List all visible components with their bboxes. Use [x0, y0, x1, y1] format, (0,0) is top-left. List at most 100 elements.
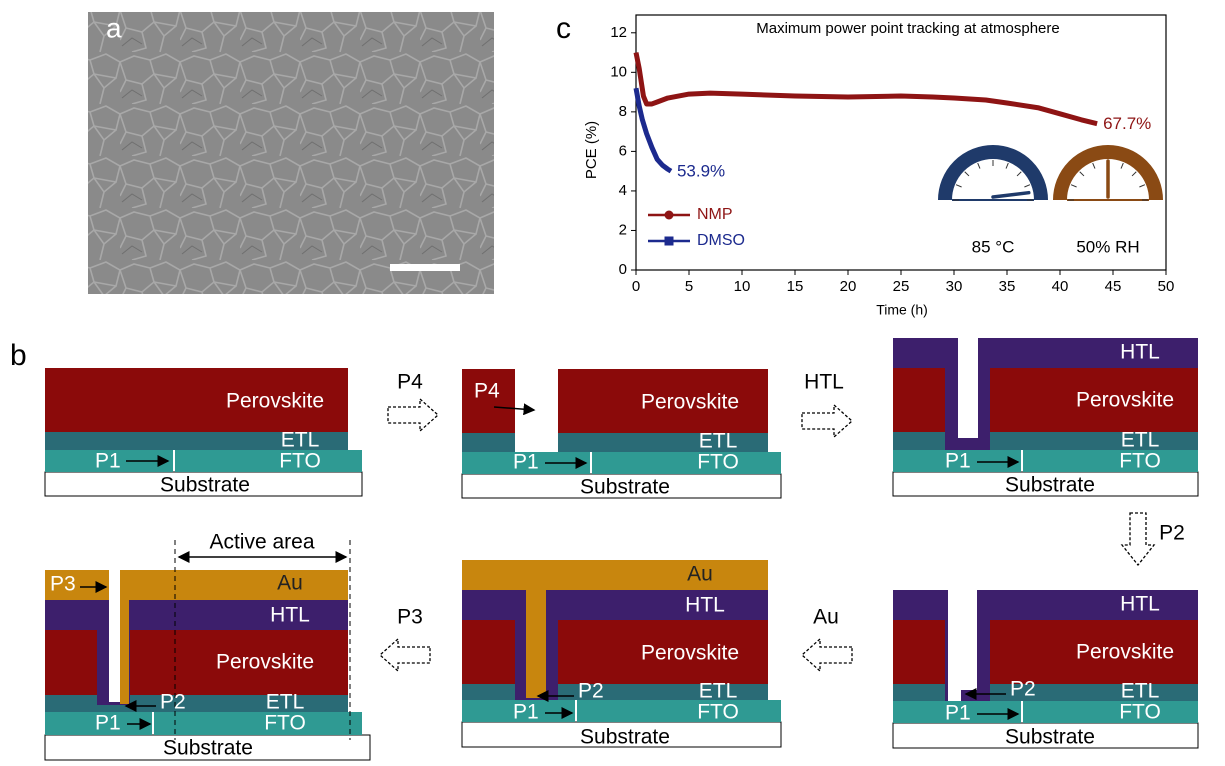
- gauge-tick: [1139, 185, 1145, 187]
- gauge-tick: [1080, 172, 1084, 176]
- process-arrow: [1122, 513, 1154, 565]
- x-tick-label: 0: [632, 278, 640, 295]
- layer-label: HTL: [1120, 341, 1160, 364]
- device-step: Au HTL Perovskite ETL FTO P1 P2 Substrat…: [462, 560, 781, 749]
- process-arrow: [802, 639, 852, 671]
- etl: [462, 433, 515, 452]
- y-tick-label: 6: [619, 142, 627, 159]
- panel-label: a: [106, 12, 122, 43]
- layer-label: Au: [277, 572, 303, 595]
- gauge-tick: [1121, 163, 1123, 169]
- device-step: HTL Perovskite ETL FTO P1 P2 Substrate: [893, 590, 1198, 749]
- device-step: HTL Perovskite ETL FTO P1 Substrate: [893, 338, 1198, 497]
- annotation: 67.7%: [1103, 114, 1151, 133]
- gauge-tick: [956, 185, 962, 187]
- process-arrow: [380, 639, 430, 671]
- x-tick-label: 40: [1052, 278, 1069, 295]
- x-tick-label: 5: [685, 278, 693, 295]
- layer-label: FTO: [264, 712, 306, 735]
- trench: [958, 338, 978, 438]
- x-tick-label: 35: [999, 278, 1016, 295]
- legend-marker: [665, 211, 674, 220]
- panel-label: b: [10, 339, 27, 372]
- x-tick-label: 25: [893, 278, 910, 295]
- layer-label: Substrate: [163, 737, 253, 760]
- fto: [154, 712, 362, 735]
- gauge-tick: [1132, 172, 1136, 176]
- layer-label: Perovskite: [641, 391, 739, 414]
- y-tick-label: 4: [619, 182, 627, 199]
- scribe-label: P1: [95, 450, 121, 473]
- scribe-label: P1: [513, 451, 539, 474]
- scribe-label: P2: [578, 680, 604, 703]
- process-label: P2: [1159, 522, 1185, 545]
- layer-label: ETL: [281, 429, 320, 452]
- sem-image: a: [88, 12, 494, 294]
- layer-label: FTO: [279, 450, 321, 473]
- gauge-needle: [993, 193, 1029, 197]
- scribe-label: P3: [50, 573, 76, 596]
- layer-label: Substrate: [1005, 726, 1095, 749]
- layer-label: Au: [687, 563, 713, 586]
- layer-label: ETL: [1121, 429, 1160, 452]
- gauge-tick: [1017, 172, 1021, 176]
- layer-label: Substrate: [580, 476, 670, 499]
- x-tick-label: 20: [840, 278, 857, 295]
- au: [462, 560, 768, 590]
- layer-label: ETL: [266, 691, 305, 714]
- annotation: Active area: [209, 531, 314, 554]
- x-tick-label: 10: [734, 278, 751, 295]
- scribe-label: P1: [513, 701, 539, 724]
- layer-label: FTO: [1119, 701, 1161, 724]
- gauge-tick: [1006, 163, 1008, 169]
- x-tick-label: 50: [1158, 278, 1175, 295]
- legend-marker: [665, 237, 674, 246]
- data-line: [636, 53, 1097, 124]
- gauge-tick: [965, 172, 969, 176]
- x-axis-label: Time (h): [876, 302, 928, 318]
- y-tick-label: 10: [610, 63, 627, 80]
- x-tick-label: 15: [787, 278, 804, 295]
- fto: [1023, 701, 1198, 723]
- process-label: Au: [813, 606, 839, 629]
- fto: [1023, 450, 1198, 472]
- gauge-tick: [1024, 185, 1030, 187]
- chart-title: Maximum power point tracking at atmosphe…: [756, 20, 1059, 37]
- layer-label: ETL: [1121, 680, 1160, 703]
- layer-label: Perovskite: [641, 642, 739, 665]
- annotation: 53.9%: [677, 162, 725, 181]
- au: [526, 560, 546, 698]
- legend-label: DMSO: [697, 232, 745, 249]
- layer-label: Substrate: [580, 726, 670, 749]
- device-step: Active area Au P3 HTL Perovskite ETL FTO…: [45, 531, 370, 760]
- figure: a b Perovskite ETL FTO P1 Substrate P4 P…: [0, 0, 1225, 761]
- scribe-label: P1: [95, 712, 121, 735]
- layer-label: HTL: [685, 594, 725, 617]
- layer-label: FTO: [697, 451, 739, 474]
- layer-label: HTL: [270, 604, 310, 627]
- au: [120, 570, 129, 704]
- gauge-tick: [978, 163, 980, 169]
- x-tick-label: 45: [1105, 278, 1122, 295]
- scribe-label: P1: [945, 450, 971, 473]
- y-axis-label: PCE (%): [583, 121, 600, 179]
- gauge-label: 85 °C: [972, 237, 1015, 256]
- layer-label: FTO: [697, 701, 739, 724]
- legend-label: NMP: [697, 206, 733, 223]
- scribe-label: P1: [945, 702, 971, 725]
- scale-bar: [390, 264, 460, 271]
- device-step: Perovskite ETL FTO P1 Substrate: [45, 368, 362, 497]
- scribe-label: P2: [1010, 678, 1036, 701]
- fto: [175, 450, 362, 472]
- layer-label: FTO: [1119, 450, 1161, 473]
- gauge-tick: [1071, 185, 1077, 187]
- fto: [592, 452, 781, 474]
- process-label: HTL: [804, 371, 844, 394]
- layer-label: Perovskite: [226, 390, 324, 413]
- gauge-label: 50% RH: [1076, 237, 1139, 256]
- trench: [109, 570, 120, 702]
- y-tick-label: 8: [619, 103, 627, 120]
- trench: [948, 590, 961, 701]
- layer-label: ETL: [699, 680, 738, 703]
- process-label: P4: [397, 371, 423, 394]
